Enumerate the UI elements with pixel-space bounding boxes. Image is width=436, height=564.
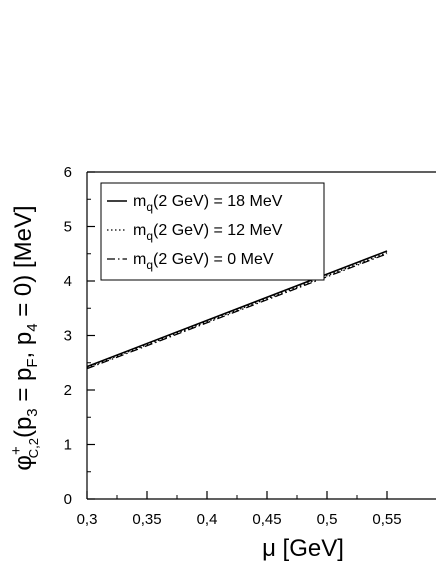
x-tick-label: 0,55 (372, 511, 401, 528)
y-tick-label: 2 (64, 382, 72, 399)
y-tick-label: 4 (64, 273, 72, 290)
y-axis-args-c: , p (10, 332, 37, 359)
x-tick-label: 0,45 (252, 511, 281, 528)
legend-label-3: mq(2 GeV) = 0 MeV (133, 251, 274, 272)
y-tick-label: 6 (64, 164, 72, 181)
x-tick-label: 0,4 (197, 511, 218, 528)
y-axis-args-d: = 0) [MeV] (10, 205, 37, 323)
y-tick-label: 0 (64, 491, 72, 508)
y-axis-sub-3: 3 (24, 408, 41, 416)
y-axis-args-a: (p (10, 417, 37, 438)
series-line-2 (87, 252, 388, 369)
series-line-3 (87, 253, 388, 370)
y-axis-symbol: φ (10, 455, 37, 471)
y-axis-sub-f: F (24, 358, 41, 367)
y-axis-sup: + (8, 446, 25, 455)
legend: mq(2 GeV) = 18 MeV mq(2 GeV) = 12 MeV mq(2… (100, 182, 325, 281)
y-axis-title: φ+C,2(p3 = pF, p4 = 0) [MeV] (8, 205, 41, 470)
y-axis-sub-4: 4 (24, 323, 41, 331)
legend-label-2: mq(2 GeV) = 12 MeV (133, 222, 283, 243)
x-tick-label: 0,5 (317, 511, 338, 528)
y-tick-label: 3 (64, 328, 72, 345)
x-tick-label: 0,3 (77, 511, 98, 528)
y-tick-label: 5 (64, 219, 72, 236)
x-tick-label: 0,35 (132, 511, 161, 528)
legend-label-1: mq(2 GeV) = 18 MeV (133, 193, 283, 214)
y-axis-sub: C,2 (26, 438, 41, 458)
x-axis-title: μ [GeV] (262, 535, 344, 562)
y-tick-label: 1 (64, 437, 72, 454)
y-axis-args-b: = p (10, 368, 37, 409)
legend-box (100, 182, 325, 281)
series-line-1 (87, 250, 388, 368)
